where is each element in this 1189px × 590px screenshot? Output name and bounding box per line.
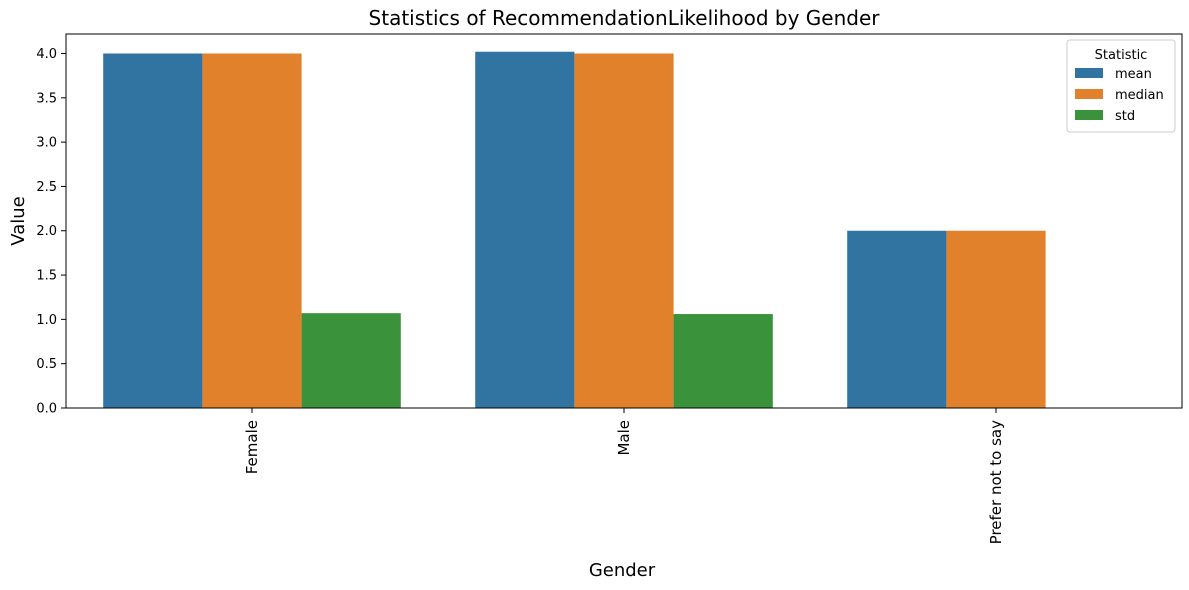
y-tick-label: 4.0 xyxy=(36,47,57,62)
legend-swatch-median xyxy=(1075,89,1103,99)
y-tick-label: 1.5 xyxy=(36,269,57,284)
x-axis: Female Male Prefer not to say xyxy=(243,408,1005,544)
x-tick-label: Female xyxy=(243,420,261,474)
legend: Statistic mean median std xyxy=(1066,39,1176,133)
legend-swatch-mean xyxy=(1075,68,1103,78)
x-tick-label: Prefer not to say xyxy=(987,420,1005,544)
chart-title: Statistics of RecommendationLikelihood b… xyxy=(369,6,881,30)
bar-median-prefer-not-to-say xyxy=(946,230,1046,408)
legend-label-median: median xyxy=(1115,88,1164,103)
bar-median-female xyxy=(202,53,302,409)
bars-group xyxy=(103,51,1046,409)
legend-box xyxy=(1066,39,1176,133)
bar-median-male xyxy=(574,53,674,409)
y-axis-label: Value xyxy=(8,196,29,245)
legend-label-std: std xyxy=(1115,109,1135,124)
y-tick-label: 0.0 xyxy=(36,402,57,417)
bar-std-female xyxy=(301,313,401,408)
y-tick-label: 3.0 xyxy=(36,136,57,151)
y-tick-label: 2.5 xyxy=(36,180,57,195)
x-axis-label: Gender xyxy=(589,560,656,581)
bar-mean-female xyxy=(103,53,203,409)
bar-std-male xyxy=(673,314,773,408)
x-tick-label: Male xyxy=(615,420,633,456)
bar-mean-prefer-not-to-say xyxy=(847,230,947,408)
legend-label-mean: mean xyxy=(1115,67,1152,82)
y-tick-label: 0.5 xyxy=(36,357,57,372)
y-tick-label: 1.0 xyxy=(36,313,57,328)
legend-swatch-std xyxy=(1075,110,1103,120)
y-tick-label: 2.0 xyxy=(36,224,57,239)
bar-mean-male xyxy=(475,51,575,408)
plot-frame xyxy=(65,33,1183,409)
y-axis: 0.0 0.5 1.0 1.5 2.0 2.5 3.0 3.5 4.0 xyxy=(36,47,66,417)
legend-title: Statistic xyxy=(1095,48,1148,63)
y-tick-label: 3.5 xyxy=(36,91,57,106)
